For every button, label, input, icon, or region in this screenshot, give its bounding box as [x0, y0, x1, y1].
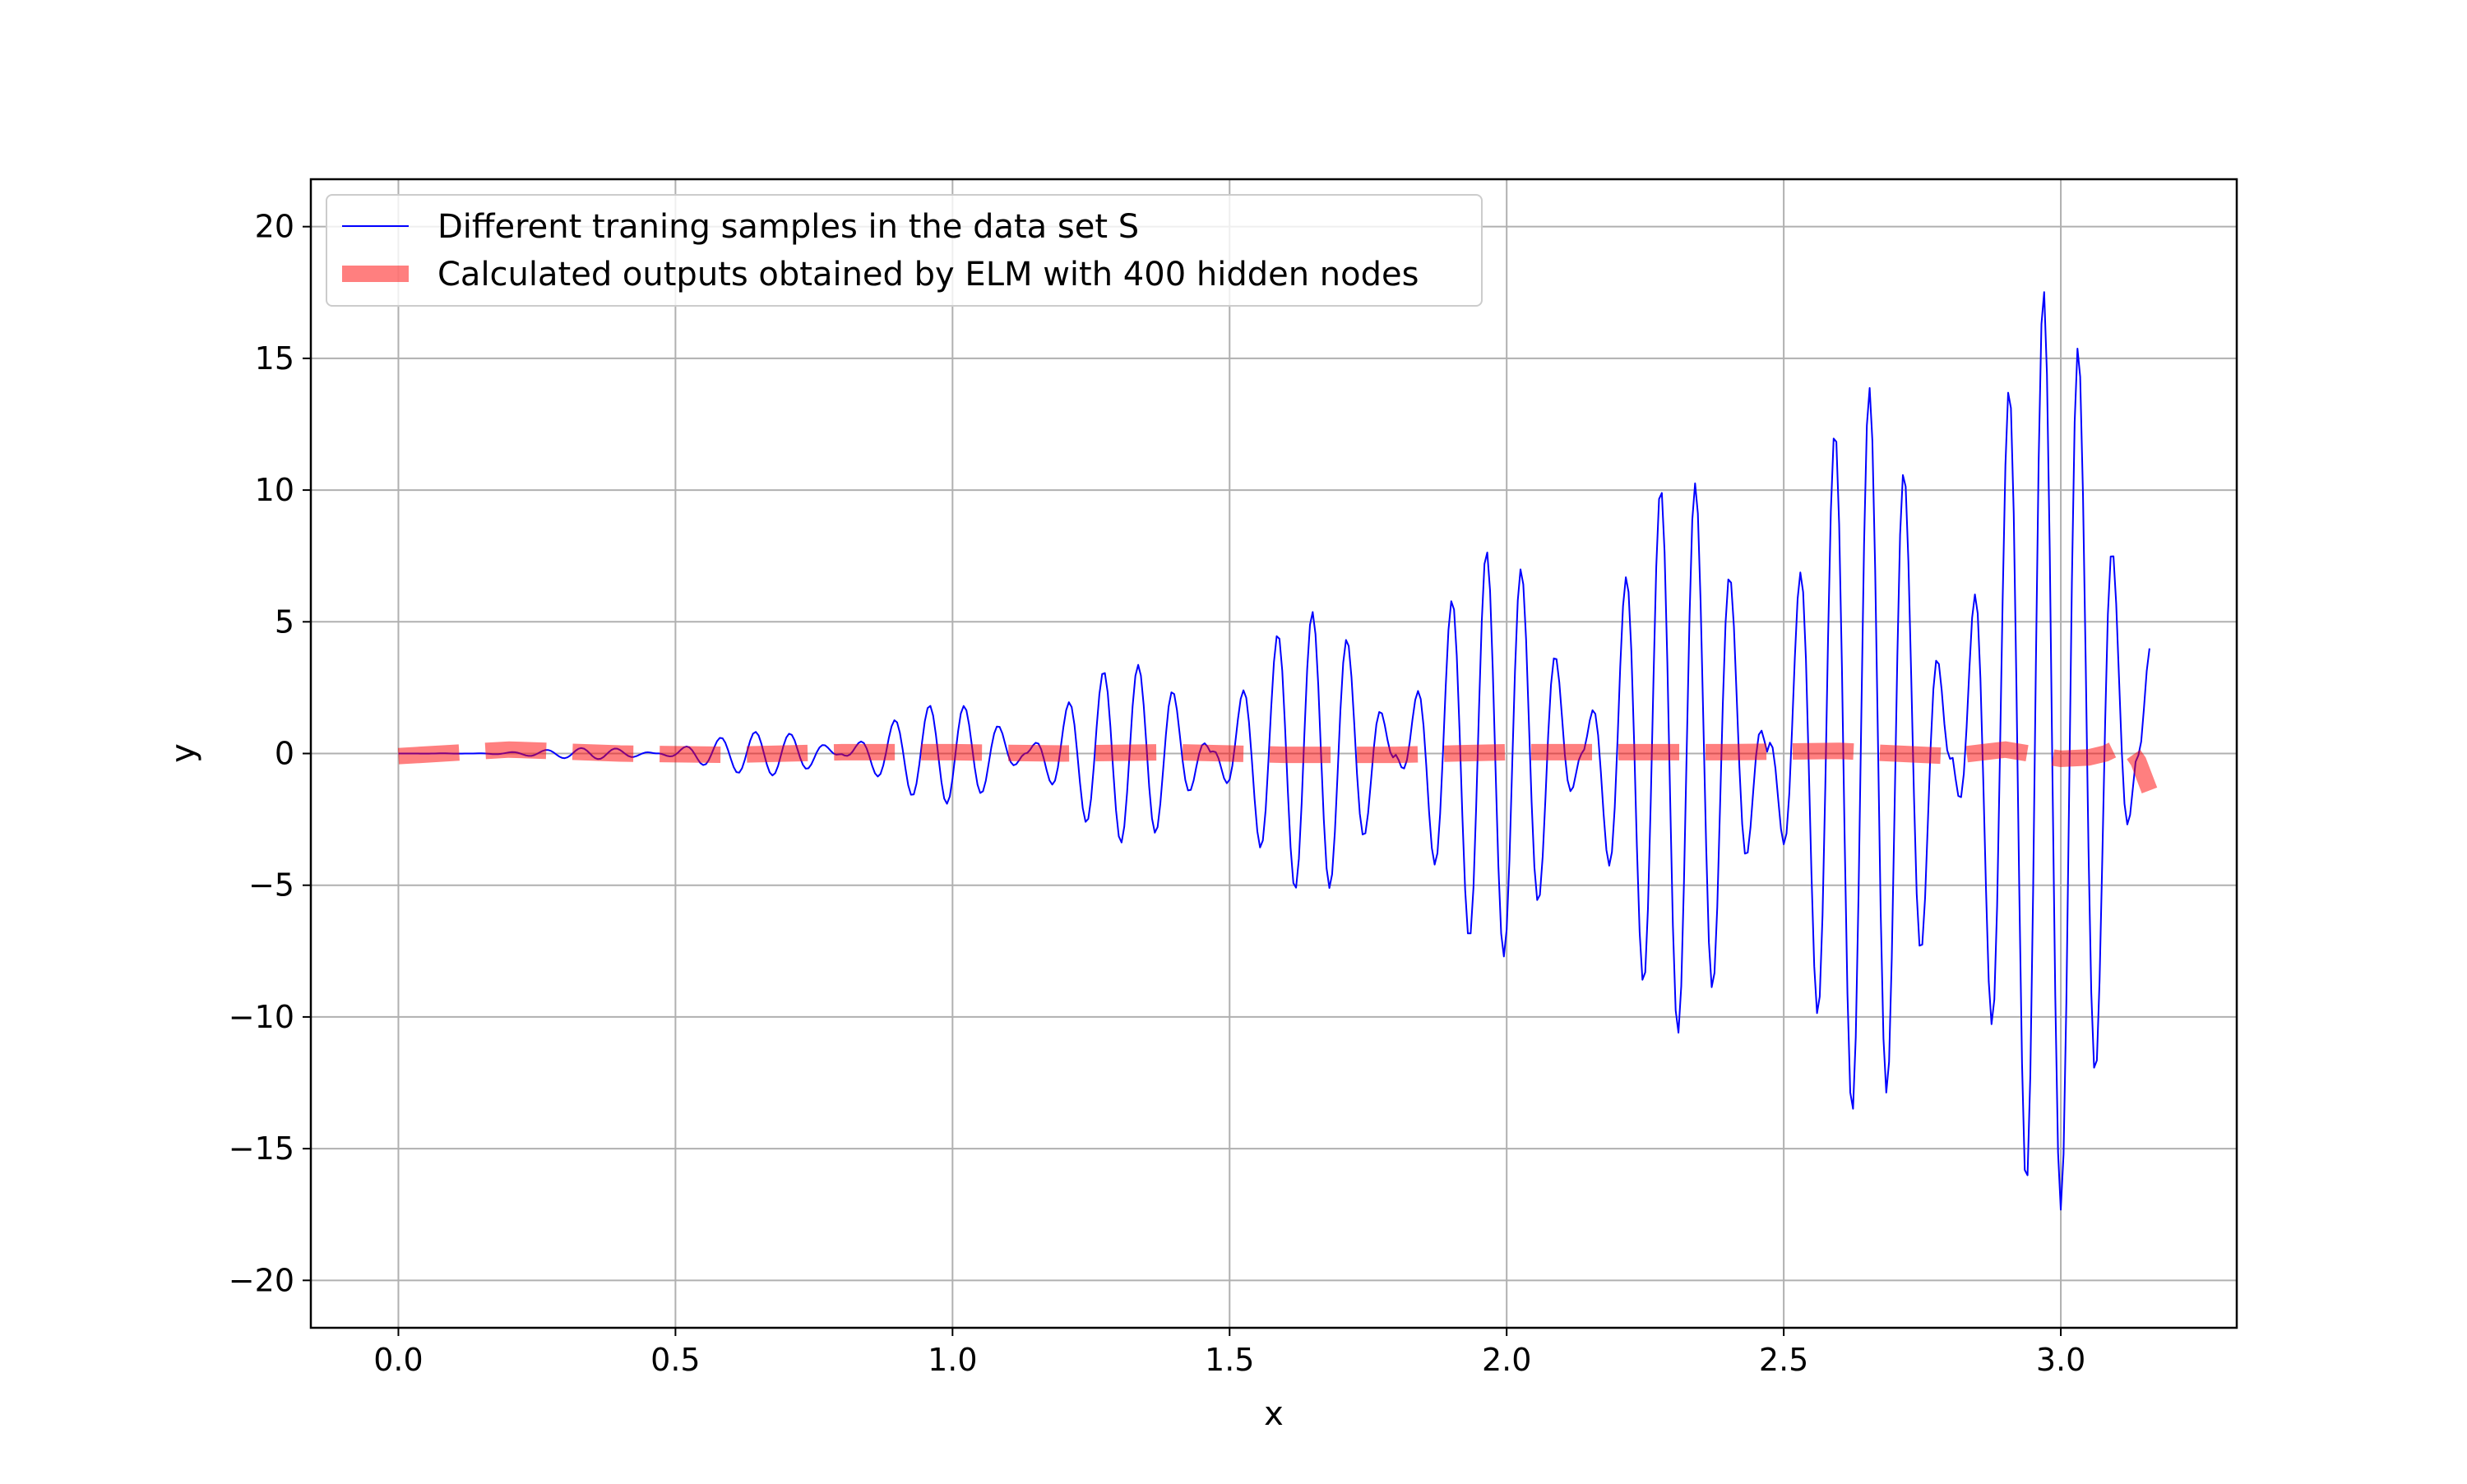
x-tick-label: 2.0 — [1482, 1342, 1531, 1378]
y-tick-label: −5 — [248, 867, 294, 904]
x-tick-label: 0.5 — [650, 1342, 700, 1378]
x-tick-label: 3.0 — [2036, 1342, 2085, 1378]
y-tick-label: −15 — [229, 1130, 294, 1167]
y-tick-label: 0 — [275, 736, 294, 772]
y-tick-label: 5 — [275, 603, 294, 640]
legend-label-elm: Calculated outputs obtained by ELM with … — [437, 256, 1419, 294]
legend: Different traning samples in the data se… — [326, 194, 1483, 307]
y-tick-label: −20 — [229, 1262, 294, 1298]
x-tick-label: 1.5 — [1205, 1342, 1254, 1378]
x-tick-label: 2.5 — [1759, 1342, 1808, 1378]
plot-data-group — [397, 291, 2158, 1211]
y-tick-label: 15 — [255, 340, 294, 377]
ticks: 0.0 0.5 1.0 1.5 2.0 2.5 3.0 20 15 10 5 0 −5 −10 −15 −20 — [229, 209, 2085, 1378]
y-tick-label: 20 — [255, 209, 294, 245]
series-layer — [397, 291, 2158, 1211]
x-axis-label: x — [1264, 1395, 1284, 1433]
x-tick-label: 0.0 — [373, 1342, 423, 1378]
y-tick-label: 10 — [255, 472, 294, 508]
legend-label-samples: Different traning samples in the data se… — [437, 208, 1139, 246]
series-line-elm-outputs — [397, 736, 2158, 793]
y-axis-label: y — [164, 743, 202, 763]
legend-box — [326, 194, 1483, 307]
y-tick-label: −10 — [229, 999, 294, 1035]
x-tick-label: 1.0 — [928, 1342, 977, 1378]
